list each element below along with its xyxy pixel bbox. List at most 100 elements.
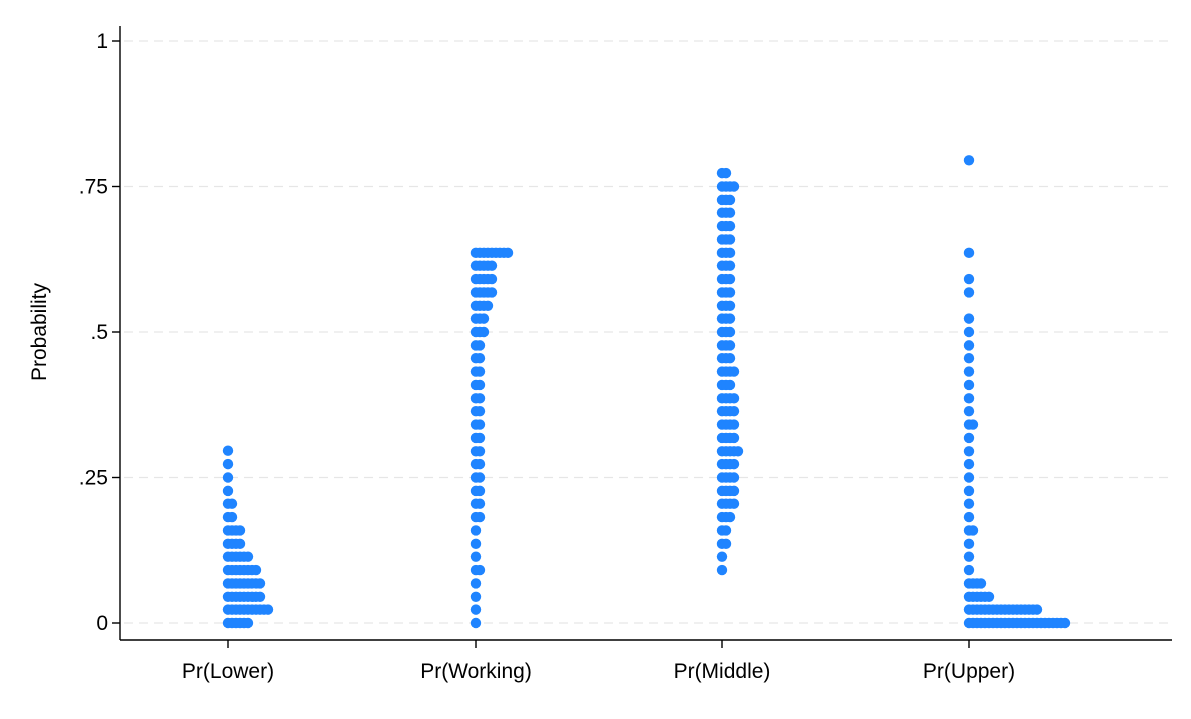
data-point [470, 578, 482, 589]
data-point [728, 498, 740, 509]
data-point [967, 525, 979, 536]
data-point [234, 525, 246, 536]
data-point [963, 326, 975, 338]
data-point [728, 181, 740, 192]
y-tick-label: 0 [96, 612, 108, 635]
data-point [728, 405, 740, 417]
series-pr-lower [222, 445, 274, 629]
data-point [728, 485, 740, 497]
data-point [474, 498, 486, 509]
data-point [254, 591, 266, 603]
data-point [486, 287, 498, 298]
gridlines [124, 40, 1172, 624]
data-point [254, 578, 266, 589]
axes [119, 26, 1172, 641]
data-point [478, 313, 490, 324]
data-point [728, 419, 740, 430]
data-point [720, 538, 732, 550]
data-point [222, 445, 234, 456]
y-axis-label: Probability [28, 282, 51, 381]
x-tick-label: Pr(Lower) [182, 660, 274, 683]
data-point [474, 432, 486, 444]
data-point [724, 352, 736, 364]
x-tick-label: Pr(Upper) [923, 660, 1015, 683]
data-point [967, 419, 979, 430]
data-point [226, 511, 238, 523]
data-point [728, 432, 740, 444]
data-point [474, 511, 486, 523]
data-point [724, 340, 736, 351]
data-point [728, 366, 740, 377]
data-point [470, 538, 482, 550]
data-point [963, 273, 975, 285]
data-point [470, 525, 482, 536]
data-point [242, 551, 254, 562]
data-point [963, 352, 975, 364]
data-point [474, 405, 486, 417]
data-point [716, 564, 728, 576]
data-point [250, 564, 262, 576]
y-tick-label: .75 [79, 176, 108, 199]
data-point [474, 366, 486, 377]
data-point [474, 419, 486, 430]
data-point [262, 604, 274, 615]
data-point [724, 194, 736, 206]
data-point [242, 617, 254, 629]
data-point [728, 458, 740, 470]
data-point [963, 247, 975, 259]
data-point [724, 260, 736, 271]
data-point [963, 379, 975, 391]
data-point [724, 326, 736, 338]
data-point [724, 273, 736, 285]
data-point [724, 313, 736, 324]
data-point [716, 551, 728, 562]
data-point [474, 472, 486, 483]
data-point [222, 472, 234, 483]
data-point [474, 446, 486, 457]
data-point [234, 538, 246, 550]
data-point [474, 564, 486, 576]
data-point [963, 340, 975, 351]
data-point [963, 287, 975, 298]
data-point [474, 340, 486, 351]
data-point [963, 498, 975, 509]
data-point [983, 591, 995, 603]
data-point [724, 511, 736, 523]
data-point [975, 578, 987, 589]
data-point [963, 405, 975, 417]
data-point [724, 247, 736, 259]
data-point [724, 207, 736, 218]
y-tick-label: 1 [96, 30, 108, 53]
data-point [728, 472, 740, 483]
data-point [720, 167, 732, 179]
data-point [226, 498, 238, 509]
data-point [963, 313, 975, 324]
data-point [720, 525, 732, 536]
data-point [486, 273, 498, 285]
data-point [724, 287, 736, 298]
series-pr-working [470, 247, 514, 629]
data-point [486, 260, 498, 271]
series-pr-middle [716, 167, 744, 576]
data-point [470, 604, 482, 615]
data-point [724, 234, 736, 245]
data-point [732, 446, 744, 457]
data-point [724, 300, 736, 312]
y-tick-label: .5 [90, 321, 108, 344]
data-point [963, 485, 975, 497]
data-point [963, 472, 975, 483]
data-point [474, 393, 486, 404]
x-ticks: Pr(Lower) Pr(Working) Pr(Middle) Pr(Upper) [182, 640, 1015, 683]
data-point [482, 300, 494, 312]
data-point [470, 551, 482, 562]
data-point [963, 564, 975, 576]
series-pr-upper [963, 155, 1071, 629]
data-point [963, 155, 975, 166]
data-point [963, 538, 975, 550]
data-point [1031, 604, 1043, 615]
data-point [724, 220, 736, 232]
data-point [478, 326, 490, 338]
data-point [963, 511, 975, 523]
data-point [963, 366, 975, 377]
